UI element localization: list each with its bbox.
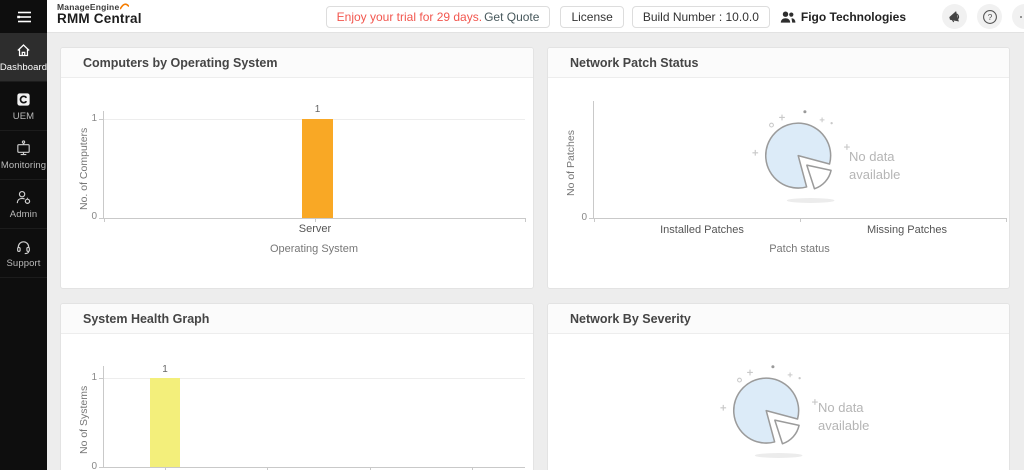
plot-area: 1 Server <box>103 104 526 235</box>
sidebar: Dashboard UEM Monitoring <box>0 0 47 470</box>
hamburger-icon <box>16 11 31 22</box>
bar-value-label: 1 <box>314 104 321 115</box>
bar-value-label: 1 <box>162 364 168 375</box>
card-system-health-graph: System Health Graph No of Systems 1 0 1 <box>60 303 534 470</box>
bar-server[interactable] <box>302 119 333 218</box>
sidebar-item-label: Support <box>6 257 41 269</box>
admin-icon <box>16 190 31 204</box>
more-actions-button[interactable] <box>1012 4 1024 29</box>
x-tick-mark <box>267 467 268 470</box>
no-data-text: No data available <box>818 400 870 433</box>
y-tick-0: 0 <box>91 461 97 470</box>
announcements-button[interactable] <box>942 4 967 29</box>
category-label-missing: Missing Patches <box>866 224 948 236</box>
card-header: Network Patch Status <box>548 48 1009 78</box>
account-menu[interactable]: Figo Technologies <box>780 10 906 24</box>
sidebar-item-uem[interactable]: UEM <box>0 82 47 131</box>
help-button[interactable]: ? <box>977 4 1002 29</box>
brand-logo[interactable]: ManageEngine RMM Central <box>57 3 142 26</box>
x-tick-mark <box>800 218 801 222</box>
y-axis-title: No. of Computers <box>78 127 90 210</box>
card-header: System Health Graph <box>61 304 533 334</box>
sidebar-item-label: Monitoring <box>0 159 47 171</box>
x-axis-title: Patch status <box>769 243 830 255</box>
sidebar-item-admin[interactable]: Admin <box>0 180 47 229</box>
y-tick-1: 1 <box>91 372 97 383</box>
x-axis-title: Operating System <box>269 243 359 255</box>
card-title: Network By Severity <box>570 312 691 326</box>
get-quote-link[interactable]: Get Quote <box>484 9 540 24</box>
y-tick-1: 1 <box>91 113 97 124</box>
card-title: System Health Graph <box>83 312 210 326</box>
sidebar-item-label: Admin <box>9 208 38 220</box>
plot-area: 1 <box>103 364 525 470</box>
topbar-actions: Enjoy your trial for 29 days. Get Quote … <box>325 0 1024 33</box>
sidebar-item-label: UEM <box>12 110 35 122</box>
x-tick-mark <box>525 218 526 222</box>
x-tick-mark <box>104 218 105 222</box>
y-axis-line <box>103 111 104 119</box>
home-icon <box>17 43 30 56</box>
no-data-text: No data available <box>849 149 901 182</box>
question-icon: ? <box>982 9 997 24</box>
sidebar-collapse-button[interactable] <box>0 0 47 33</box>
logo-swoosh-icon <box>120 3 130 10</box>
x-tick-mark <box>370 467 371 470</box>
bar-system-health[interactable] <box>150 378 180 467</box>
trial-text: Enjoy your trial for 29 days. <box>336 9 483 24</box>
y-axis-title: No of Systems <box>78 385 90 454</box>
card-header: Network By Severity <box>548 304 1009 334</box>
y-axis-line <box>103 366 104 378</box>
sidebar-item-monitoring[interactable]: Monitoring <box>0 131 47 180</box>
account-name: Figo Technologies <box>800 9 906 24</box>
y-tick-mark <box>99 218 103 219</box>
plot-area: Installed Patches Missing Patches <box>593 101 1007 236</box>
sidebar-item-label: Dashboard <box>0 61 48 73</box>
y-tick-mark <box>99 119 103 120</box>
card-title: Computers by Operating System <box>83 56 278 70</box>
y-tick-0: 0 <box>91 211 97 222</box>
sidebar-nav: Dashboard UEM Monitoring <box>0 33 47 278</box>
y-tick-mark <box>99 467 103 468</box>
y-tick-mark <box>99 378 103 379</box>
gridline-1 <box>104 378 525 379</box>
x-tick-mark <box>472 467 473 470</box>
build-number-badge: Build Number : 10.0.0 <box>631 5 770 28</box>
svg-text:?: ? <box>987 12 992 22</box>
card-computers-by-os: Computers by Operating System No. of Com… <box>60 47 534 289</box>
category-label-installed: Installed Patches <box>660 224 744 236</box>
license-button[interactable]: License <box>560 5 624 28</box>
card-header: Computers by Operating System <box>61 48 533 78</box>
x-tick-mark <box>315 218 316 222</box>
uem-icon <box>17 92 30 106</box>
no-data-pie-illustration <box>752 110 850 203</box>
y-axis-title: No of Patches <box>565 130 577 196</box>
no-data-pie-illustration <box>720 365 818 458</box>
card-title: Network Patch Status <box>570 56 699 70</box>
sidebar-item-support[interactable]: Support <box>0 229 47 278</box>
y-tick-mark <box>589 218 593 219</box>
x-tick-mark <box>165 467 166 470</box>
dashboard-content: Computers by Operating System No. of Com… <box>47 33 1024 470</box>
headset-icon <box>17 240 30 254</box>
sidebar-item-dashboard[interactable]: Dashboard <box>0 33 47 82</box>
brand-manageengine: ManageEngine <box>57 2 120 12</box>
y-tick-0: 0 <box>581 212 587 223</box>
category-label-server: Server <box>298 223 332 235</box>
monitoring-icon <box>17 139 30 155</box>
dots-icon <box>1019 15 1024 18</box>
card-network-patch-status: Network Patch Status No of Patches 0 Ins… <box>547 47 1010 289</box>
megaphone-icon <box>948 10 959 22</box>
card-network-by-severity: Network By Severity No data available <box>547 303 1010 470</box>
trial-banner: Enjoy your trial for 29 days. Get Quote <box>325 5 551 28</box>
users-icon <box>780 11 796 23</box>
x-tick-mark <box>594 218 595 222</box>
topbar: ManageEngine RMM Central Enjoy your tria… <box>47 0 1024 33</box>
x-tick-mark <box>1006 218 1007 222</box>
brand-product: RMM Central <box>57 10 142 26</box>
